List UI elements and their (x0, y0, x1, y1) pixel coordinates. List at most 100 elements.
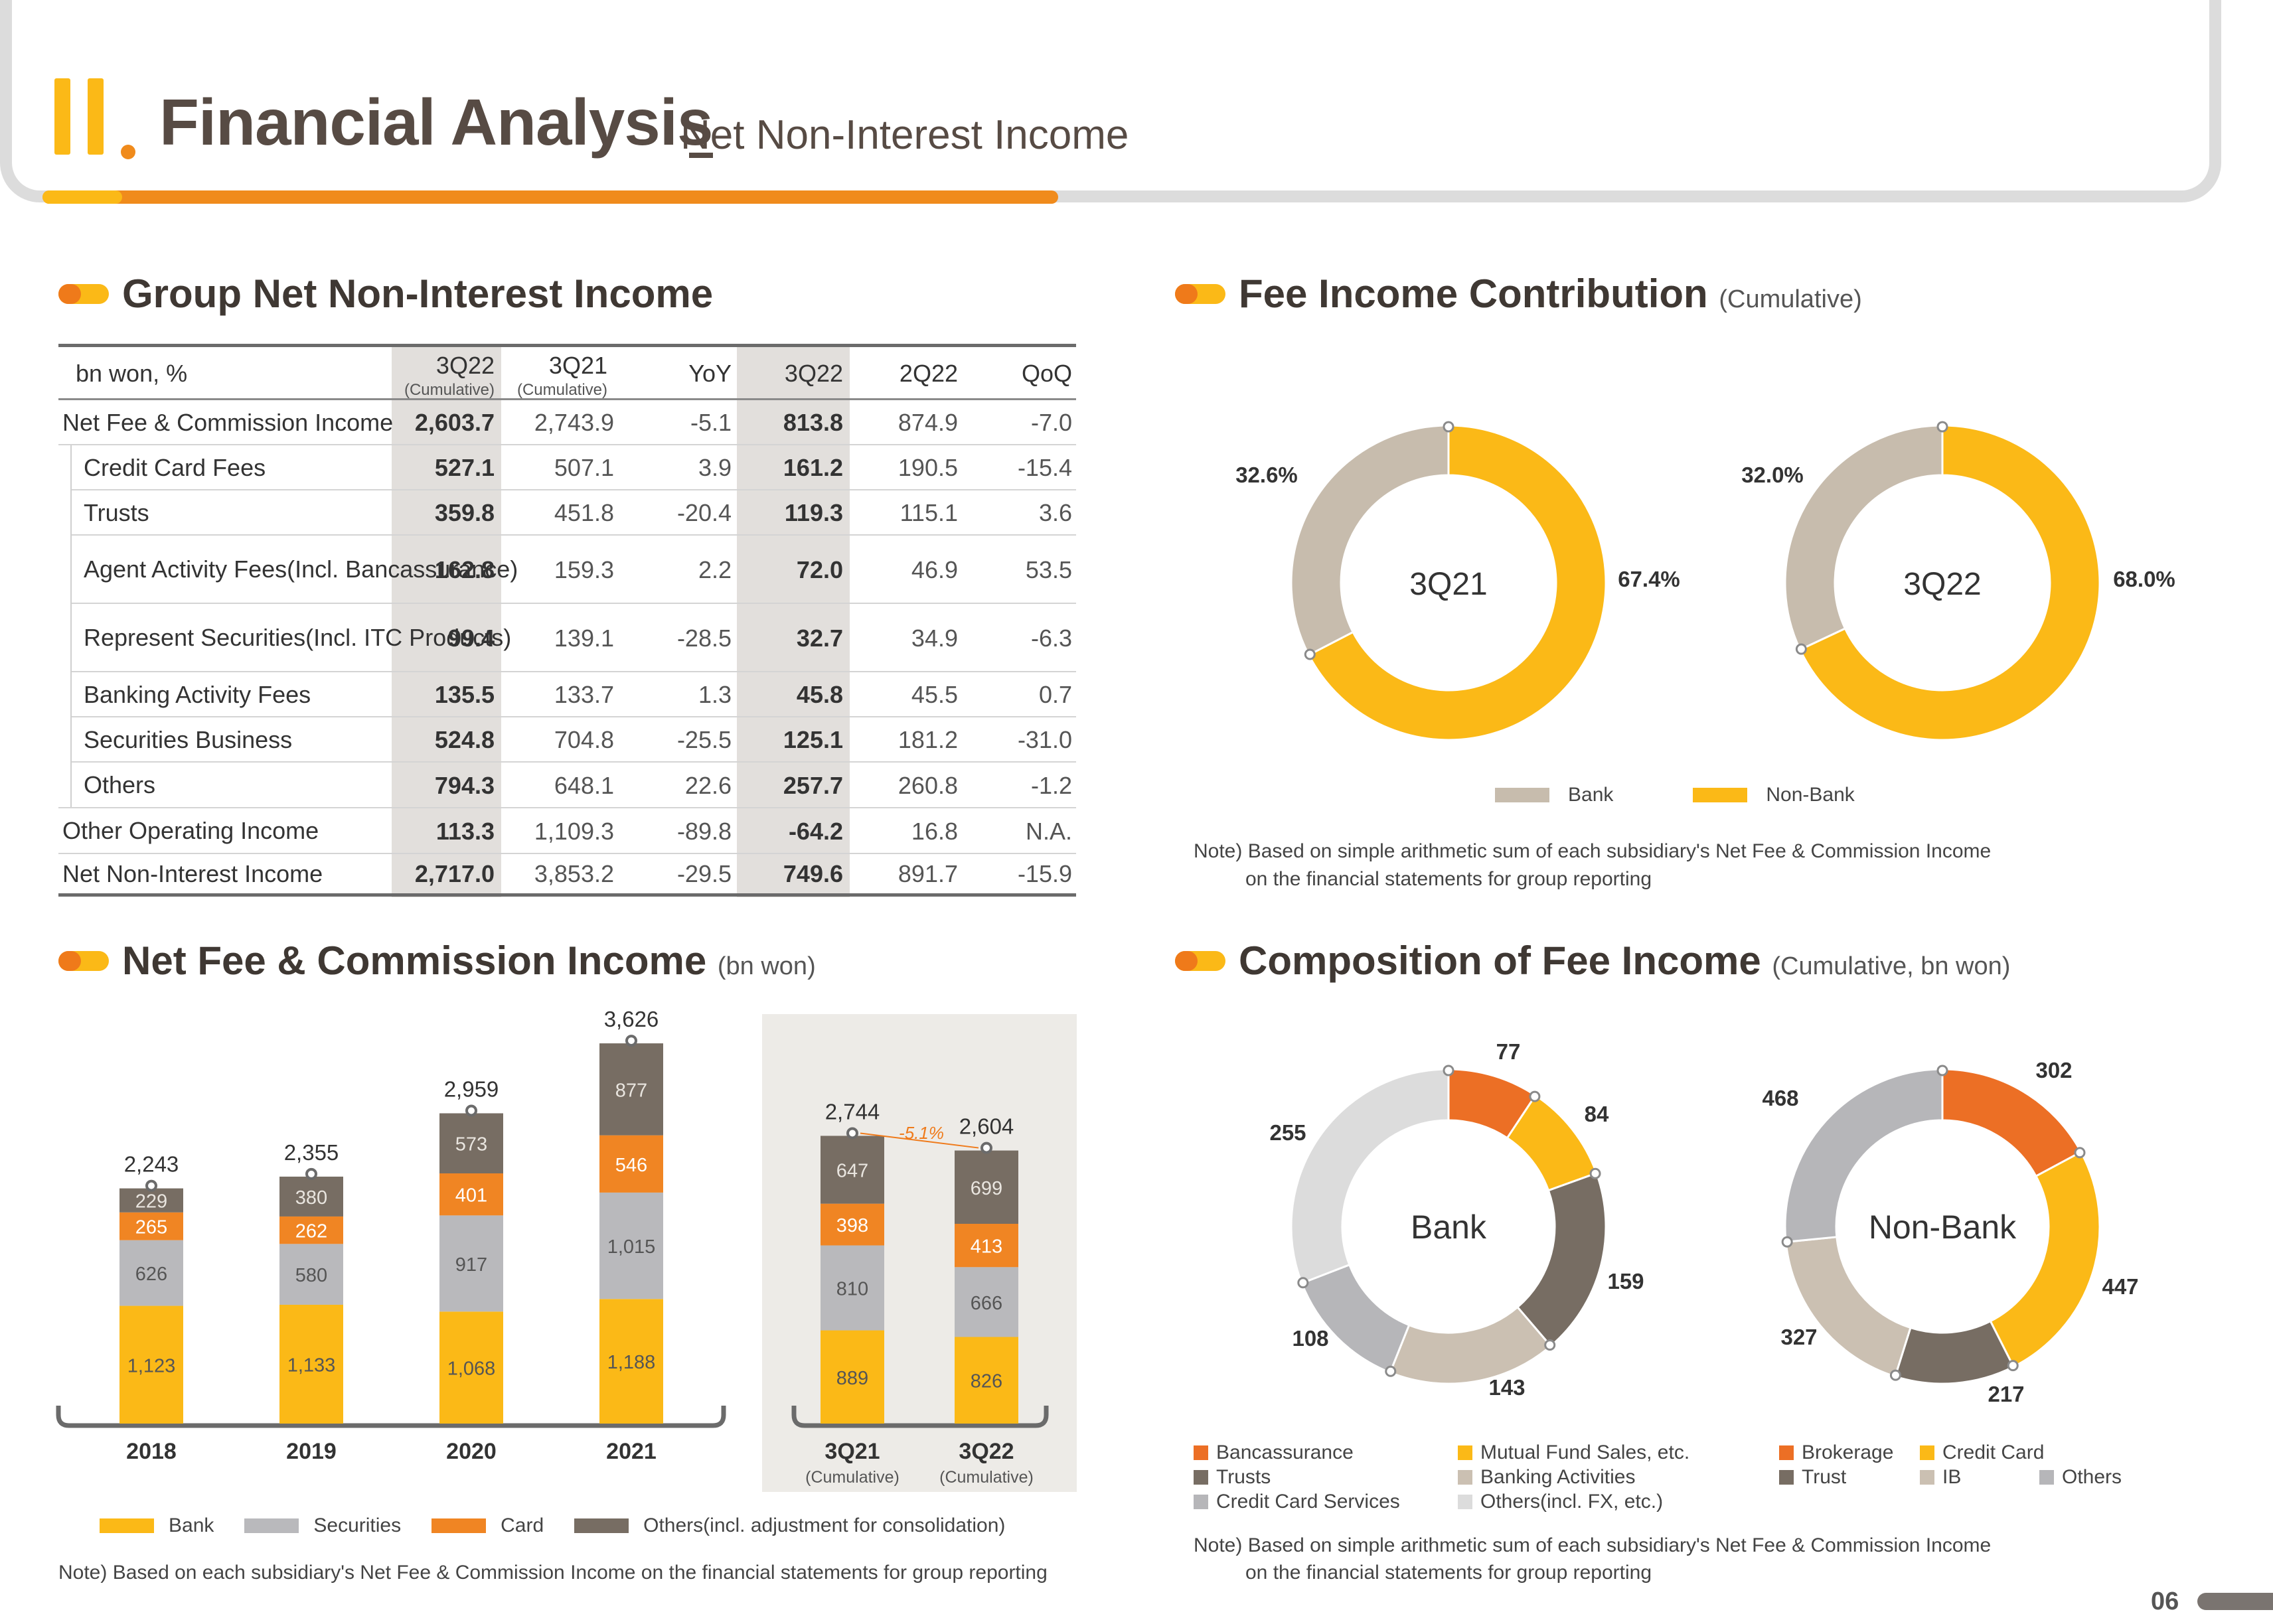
bar-segment-others (599, 1043, 663, 1136)
category-label: 2019 (286, 1439, 337, 1464)
table-cell: 34.9 (911, 624, 958, 652)
slice-boundary-marker (1297, 1277, 1309, 1289)
header-accent-bar (42, 190, 1058, 204)
table-cell: 53.5 (1025, 555, 1072, 583)
table-row: Represent Securities (Incl. ITC Products)… (58, 604, 1076, 672)
table-cell: 72.0 (796, 555, 843, 583)
bar-segment-bank (279, 1304, 343, 1424)
slice-boundary-marker (1936, 421, 1948, 433)
table-cell: 3.6 (1038, 499, 1072, 526)
legend-item-card: Card (431, 1514, 544, 1537)
donut-slice (1798, 424, 2101, 741)
table-row: Banking Activity Fees 135.5 133.7 1.3 45.8 45… (58, 672, 1076, 717)
total-marker (145, 1179, 157, 1192)
donut-slice (1290, 1068, 1450, 1285)
bank-legend-6: Others(incl. FX, etc.) (1458, 1491, 1663, 1513)
row-label: Others (84, 771, 156, 799)
table-cell: N.A. (1025, 817, 1072, 845)
donut-slice (1784, 424, 1944, 651)
table-cell: -25.5 (676, 726, 732, 753)
cumulative-column-shade (392, 344, 501, 897)
table-cell: 45.8 (796, 681, 843, 708)
donut-center-title: 3Q22 (1903, 567, 1981, 602)
table-cell: 139.1 (554, 624, 614, 652)
col-header: YoY (688, 360, 732, 387)
section-title: Composition of Fee Income (Cumulative, b… (1239, 938, 2011, 983)
category-label: 2020 (446, 1439, 497, 1464)
slice-label: 327 (1780, 1325, 1817, 1349)
donut-slice (1307, 424, 1607, 741)
bar-segment-securities (279, 1244, 343, 1305)
change-line (860, 1132, 979, 1149)
col-header: 3Q21 (Cumulative) (516, 352, 607, 399)
table-cell: 45.5 (911, 681, 958, 708)
table-cell: 190.5 (898, 454, 958, 481)
table-cell: 16.8 (911, 817, 958, 845)
baseline-bracket (56, 1406, 726, 1428)
bank-legend-5: Credit Card Services (1194, 1491, 1400, 1513)
row-label: Represent Securities (Incl. ITC Products) (84, 624, 512, 652)
nonbank-legend-3: Trust (1779, 1466, 1846, 1489)
nonbank-legend-2: Credit Card (1920, 1441, 2044, 1464)
donut-slice (1290, 424, 1450, 656)
total-marker (980, 1142, 992, 1154)
fee-contrib-note-1: Note) Based on simple arithmetic sum of … (1194, 840, 1992, 862)
bar-segment-label: 1,068 (447, 1359, 496, 1380)
slice-boundary-marker (1936, 1065, 1948, 1076)
table-cell: -29.5 (676, 860, 732, 887)
slice-boundary-marker (1795, 643, 1807, 655)
total-marker (465, 1104, 477, 1117)
donut-slice (1389, 1305, 1553, 1385)
table-cell: 1.3 (698, 681, 732, 708)
donut-center-title: Bank (1411, 1209, 1487, 1246)
table-row: Others 794.3 648.1 22.6 257.7 260.8 -1.2 (58, 763, 1076, 808)
bar-segment-card (439, 1173, 503, 1216)
cumulative-compare-panel (762, 1014, 1077, 1492)
table-cell: 133.7 (554, 681, 614, 708)
slice-boundary-marker (1781, 1236, 1793, 1248)
bank-legend-1: Bancassurance (1194, 1441, 1354, 1464)
page-title: Financial Analysis (159, 86, 713, 159)
total-marker (305, 1167, 317, 1180)
table-cell: 648.1 (554, 771, 614, 799)
title-separator (689, 153, 713, 158)
slice-label: 447 (2102, 1274, 2138, 1299)
slice-label: 68.0% (2113, 567, 2175, 591)
header-accent-bar-start (42, 190, 122, 204)
slice-label: 84 (1585, 1102, 1609, 1126)
bar-segment-label: 265 (135, 1217, 167, 1238)
table-cell: -31.0 (1017, 726, 1072, 753)
slice-label: 159 (1607, 1269, 1644, 1293)
legend-item-securities: Securities (244, 1514, 401, 1537)
table-cell: 794.3 (434, 771, 495, 799)
bar-segment-label: 1,123 (127, 1355, 176, 1376)
table-cell: 22.6 (684, 771, 732, 799)
bar-total-label: 3,626 (604, 1007, 659, 1031)
bar-segment-label: 1,133 (287, 1355, 336, 1376)
bar-segment-securities (821, 1245, 884, 1331)
table-cell: 0.7 (1038, 681, 1072, 708)
col-header: QoQ (1021, 360, 1072, 387)
bar-segment-others (955, 1150, 1018, 1224)
table-cell: -20.4 (676, 499, 732, 526)
bullet-pill-icon (58, 951, 109, 971)
category-label: 2021 (606, 1439, 657, 1464)
table-cell: -64.2 (788, 817, 843, 845)
bullet-pill-icon (1175, 284, 1225, 304)
bar-segment-securities (955, 1267, 1018, 1337)
bank-legend-3: Trusts (1194, 1466, 1271, 1489)
bar-segment-label: 826 (971, 1371, 1002, 1392)
table-cell: 524.8 (434, 726, 495, 753)
donut-slice (1989, 1150, 2101, 1368)
category-label: 2018 (126, 1439, 177, 1464)
table-cell: -5.1 (690, 409, 732, 436)
table-cell: 874.9 (898, 409, 958, 436)
bar-segment-label: 666 (971, 1293, 1002, 1314)
bar-segment-bank (821, 1330, 884, 1424)
table-cell: 159.3 (554, 555, 614, 583)
fee-contrib-legend: Bank Non-Bank (1495, 784, 1885, 806)
bar-segment-label: 810 (836, 1279, 868, 1300)
table-cell: 813.8 (783, 409, 843, 436)
